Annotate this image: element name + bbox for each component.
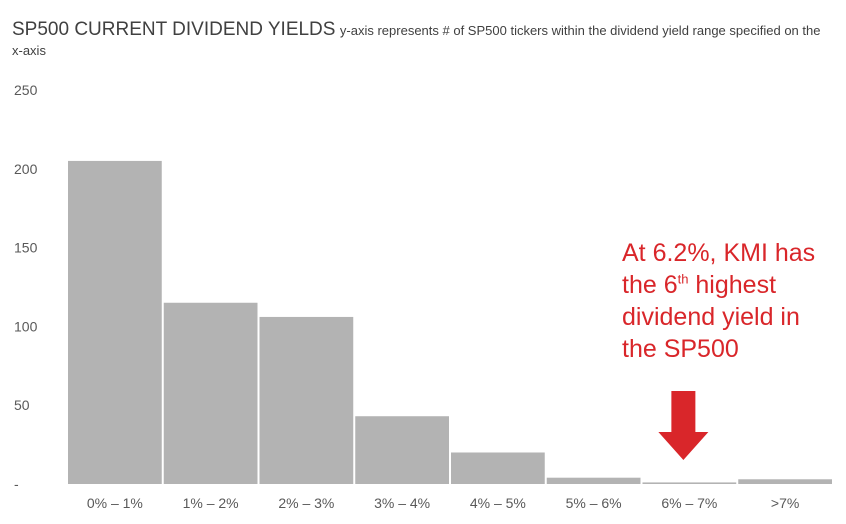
x-tick-label: 0% – 1% [87, 495, 143, 511]
bar [738, 479, 832, 484]
annotation-line-2-post: highest [688, 271, 777, 299]
bar [68, 160, 162, 485]
annotation: At 6.2%, KMI has the 6th highest dividen… [622, 237, 842, 365]
bar [259, 316, 354, 484]
title-block: SP500 CURRENT DIVIDEND YIELDS y-axis rep… [12, 20, 832, 61]
down-arrow-icon [658, 391, 709, 460]
bar [451, 452, 545, 484]
x-tick-label: 2% – 3% [278, 495, 334, 511]
annotation-line-4: the SP500 [622, 335, 739, 363]
annotation-line-1: At 6.2%, KMI has [622, 239, 816, 267]
y-tick-label: 200 [14, 161, 38, 177]
bar [546, 477, 641, 484]
bar [355, 416, 449, 484]
x-tick-label: 5% – 6% [566, 495, 622, 511]
bars [68, 160, 832, 485]
x-tick-label: >7% [771, 495, 799, 511]
y-tick-label: - [14, 476, 19, 492]
chart-subtitle: y-axis represents # of SP500 tickers wit… [12, 23, 821, 58]
y-tick-label: 250 [14, 82, 38, 98]
x-tick-label: 1% – 2% [183, 495, 239, 511]
chart-title: SP500 CURRENT DIVIDEND YIELDS [12, 19, 336, 40]
bar [163, 302, 258, 484]
annotation-line-2-sup: th [677, 271, 689, 287]
y-axis: - 50 100 150 200 250 [14, 82, 38, 492]
x-axis: 0% – 1% 1% – 2% 2% – 3% 3% – 4% 4% – 5% 5% – … [87, 495, 799, 511]
bar [642, 482, 737, 484]
annotation-line-2: the 6th highest [622, 269, 842, 301]
x-tick-label: 4% – 5% [470, 495, 526, 511]
y-tick-label: 100 [14, 318, 38, 334]
annotation-line-3: dividend yield in [622, 303, 800, 331]
x-tick-label: 6% – 7% [661, 495, 717, 511]
x-tick-label: 3% – 4% [374, 495, 430, 511]
y-tick-label: 150 [14, 240, 38, 256]
annotation-line-2-pre: the 6 [622, 271, 678, 299]
y-tick-label: 50 [14, 397, 30, 413]
